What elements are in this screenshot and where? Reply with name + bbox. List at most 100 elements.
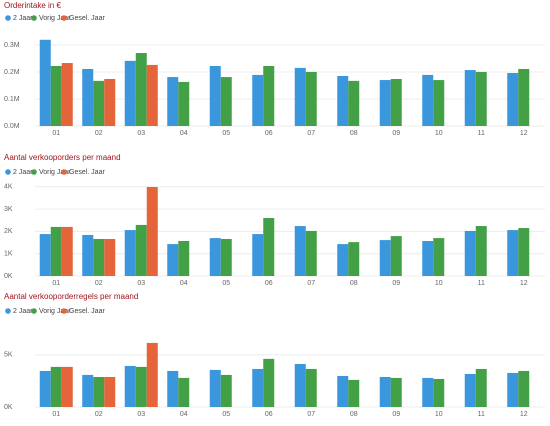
bar	[220, 77, 232, 126]
bar	[93, 376, 105, 407]
bar	[82, 374, 94, 407]
bar	[209, 238, 221, 276]
x-tick-label: 10	[435, 411, 443, 418]
x-tick-label: 11	[478, 280, 485, 287]
legend-label: 2 Jaar	[13, 308, 33, 315]
legend-label: Gesel. Jaar	[69, 15, 105, 22]
bar	[379, 240, 391, 276]
legend-label: Gesel. Jaar	[69, 169, 105, 176]
x-tick-label: 03	[137, 280, 145, 287]
bar	[104, 238, 116, 276]
bar	[146, 64, 158, 126]
x-tick-label: 08	[350, 280, 358, 287]
legend-swatch	[61, 308, 67, 314]
bar	[104, 376, 116, 407]
bar	[146, 187, 158, 276]
legend-label: Gesel. Jaar	[69, 308, 105, 315]
bar	[263, 358, 275, 407]
bar	[93, 238, 105, 276]
chart-title: Aantal verkooporders per maand	[4, 153, 121, 162]
x-tick-label: 01	[52, 411, 60, 418]
bar	[135, 224, 147, 276]
y-tick-label: 3K	[4, 206, 13, 213]
y-tick-label: 0K	[4, 404, 13, 411]
x-tick-label: 11	[478, 411, 485, 418]
legend-swatch	[5, 169, 11, 175]
bar	[39, 39, 51, 126]
x-tick-label: 06	[265, 411, 273, 418]
x-tick-label: 08	[350, 411, 358, 418]
x-tick-label: 12	[520, 130, 528, 137]
bar	[39, 234, 51, 276]
legend-swatch	[5, 308, 11, 314]
legend-label: Vorig Jaar	[39, 308, 71, 315]
legend-label: Vorig Jaar	[39, 15, 71, 22]
bar	[135, 53, 147, 127]
x-tick-label: 07	[307, 411, 315, 418]
bar	[433, 80, 445, 126]
bar	[167, 77, 179, 126]
x-tick-label: 07	[307, 130, 315, 137]
x-tick-label: 11	[478, 130, 485, 137]
x-tick-label: 03	[137, 130, 145, 137]
bar	[348, 379, 360, 407]
x-tick-label: 09	[392, 280, 400, 287]
bar	[507, 230, 519, 276]
legend-swatch	[31, 15, 37, 21]
bar	[104, 78, 116, 126]
bar	[464, 230, 476, 276]
bar	[39, 370, 51, 407]
bar	[464, 70, 476, 126]
bar	[209, 369, 221, 407]
x-tick-label: 09	[392, 411, 400, 418]
y-tick-label: 0.1M	[4, 96, 20, 103]
bar	[518, 68, 530, 126]
bar	[220, 374, 232, 407]
bar	[82, 68, 94, 126]
bar	[135, 366, 147, 407]
bar	[93, 80, 105, 126]
bar	[61, 226, 73, 276]
y-tick-label: 2K	[4, 228, 13, 235]
bar	[252, 368, 264, 407]
bar	[464, 373, 476, 407]
legend-swatch	[31, 169, 37, 175]
bar	[475, 226, 487, 276]
bar	[82, 234, 94, 276]
bar	[305, 368, 317, 407]
y-tick-label: 0.3M	[4, 42, 20, 49]
x-tick-label: 05	[222, 411, 230, 418]
legend-swatch	[5, 15, 11, 21]
bar	[167, 370, 179, 407]
x-tick-label: 01	[52, 130, 60, 137]
x-tick-label: 04	[180, 280, 188, 287]
bar	[337, 375, 349, 407]
legend-label: Vorig Jaar	[39, 169, 71, 176]
bar	[390, 78, 402, 126]
y-tick-label: 0K	[4, 273, 13, 280]
x-tick-label: 12	[520, 411, 528, 418]
bar	[475, 71, 487, 126]
bar	[305, 230, 317, 276]
bar	[124, 230, 136, 276]
bar	[252, 74, 264, 126]
chart-title: Orderintake in €	[4, 1, 61, 10]
y-tick-label: 4K	[4, 184, 13, 191]
bar	[337, 76, 349, 126]
bar	[50, 226, 62, 276]
bar	[61, 366, 73, 407]
bar	[209, 66, 221, 126]
x-tick-label: 07	[307, 280, 315, 287]
bar	[348, 80, 360, 126]
x-tick-label: 05	[222, 130, 230, 137]
bar	[518, 370, 530, 407]
bar	[294, 226, 306, 276]
bar	[422, 74, 434, 126]
x-tick-label: 09	[392, 130, 400, 137]
bar	[422, 377, 434, 407]
bar	[167, 244, 179, 276]
bar	[475, 368, 487, 407]
bar	[433, 378, 445, 407]
bar	[507, 372, 519, 407]
